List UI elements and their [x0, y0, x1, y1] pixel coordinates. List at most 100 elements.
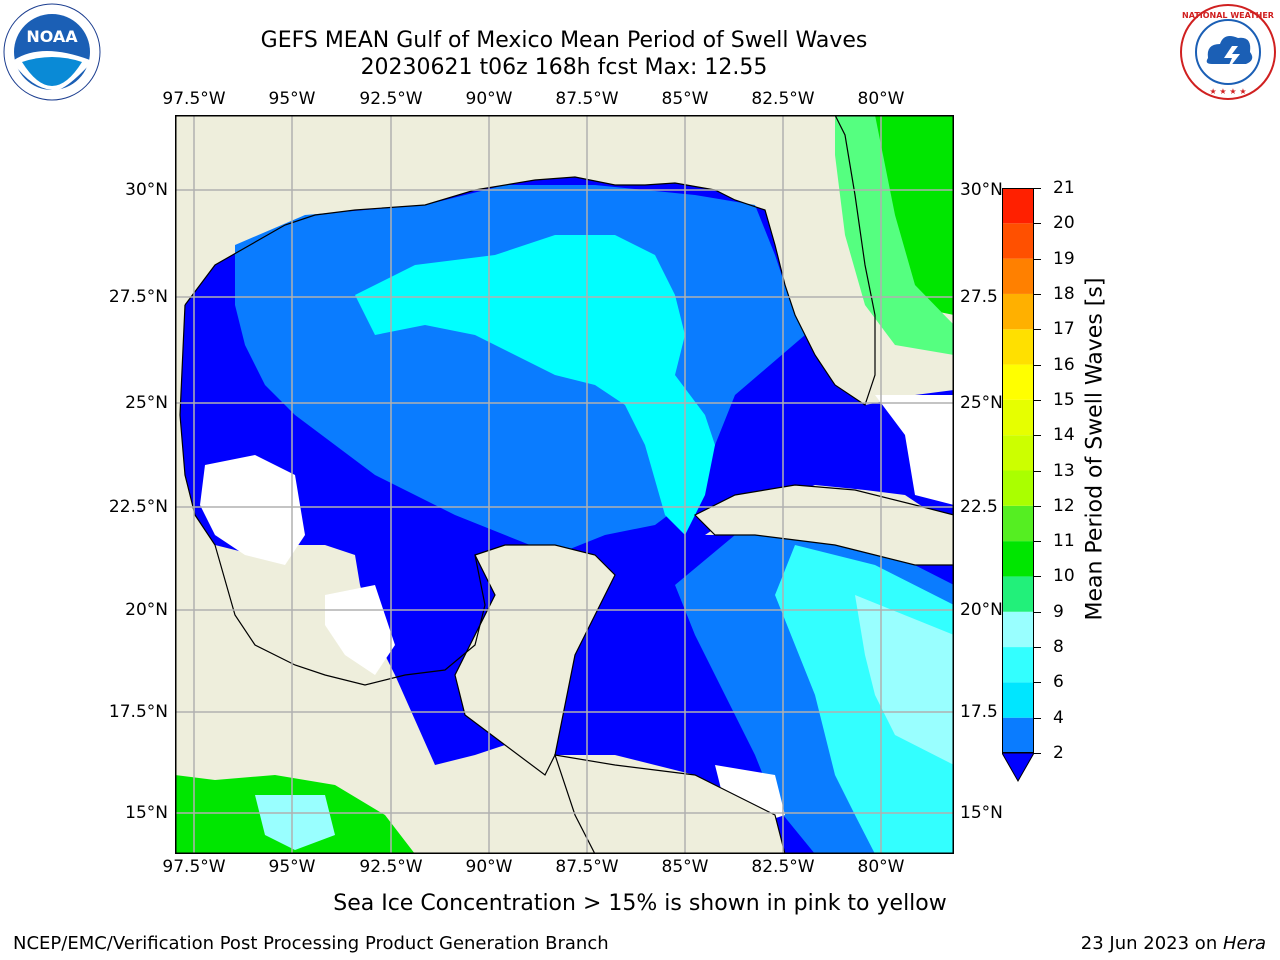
nodata-patch-2: [325, 585, 395, 675]
colorbar-swatch: [1002, 541, 1034, 577]
nodata-patch-1: [200, 455, 305, 565]
colorbar-label: 2: [1053, 743, 1064, 763]
lon-tick-top-3: 90°W: [465, 89, 513, 109]
period-6-8-carib: [855, 595, 954, 765]
colorbar-swatches: [1001, 188, 1035, 783]
colorbar-label: 9: [1053, 601, 1064, 622]
lat-tick-right-3: 22.5: [960, 497, 998, 517]
lon-tick-bottom-6: 82.5°W: [751, 857, 815, 877]
lon-tick-bottom-1: 95°W: [268, 857, 316, 877]
colorbar-label: 4: [1053, 707, 1064, 728]
colorbar-swatch: [1002, 435, 1034, 471]
colorbar-swatch: [1002, 399, 1034, 436]
nodata-patch-3: [875, 395, 954, 505]
swell-period-map: [175, 114, 955, 855]
colorbar-tick: [1034, 611, 1041, 613]
lat-tick-left-1: 27.5°N: [108, 287, 168, 307]
colorbar-swatch: [1002, 223, 1034, 259]
map-frame: [175, 114, 955, 855]
colorbar-label: 21: [1053, 178, 1075, 198]
lat-tick-left-3: 22.5°N: [108, 497, 168, 517]
colorbar: [1001, 188, 1035, 783]
colorbar-tick: [1034, 293, 1041, 295]
colorbar-label: 6: [1053, 672, 1064, 693]
lat-tick-right-4: 20°N: [960, 600, 1003, 620]
lat-tick-right-0: 30°N: [960, 180, 1003, 200]
sea-ice-caption: Sea Ice Concentration > 15% is shown in …: [333, 891, 947, 916]
colorbar-swatch: [1002, 470, 1034, 506]
lon-tick-top-6: 82.5°W: [751, 89, 815, 109]
colorbar-tick: [1034, 399, 1041, 401]
colorbar-swatch: [1002, 717, 1034, 753]
period-4-6-region: [355, 235, 715, 535]
lon-tick-top-2: 92.5°W: [359, 89, 423, 109]
chart-title: GEFS MEAN Gulf of Mexico Mean Period of …: [260, 28, 868, 53]
svg-text:★ ★ ★ ★: ★ ★ ★ ★: [1209, 87, 1246, 96]
map-border: [175, 115, 954, 854]
footer-date: 23 Jun 2023 on: [1080, 933, 1223, 954]
colorbar-tick: [1034, 541, 1041, 543]
colorbar-tick: [1034, 329, 1041, 331]
honduras-land: [554, 754, 786, 855]
colorbar-swatch: [1002, 682, 1034, 718]
colorbar-label: 14: [1053, 425, 1075, 446]
footer-branch: NCEP/EMC/Verification Post Processing Pr…: [13, 933, 609, 954]
colorbar-label: 13: [1053, 460, 1075, 481]
colorbar-tick: [1034, 682, 1041, 684]
colorbar-tick: [1034, 364, 1041, 366]
colorbar-label: 15: [1053, 389, 1075, 410]
colorbar-tick: [1034, 753, 1041, 754]
footer-host: Hera: [1222, 933, 1266, 954]
period-pacific-light: [255, 795, 335, 850]
lon-tick-bottom-7: 80°W: [857, 857, 905, 877]
lon-tick-bottom-3: 90°W: [465, 857, 513, 877]
colorbar-swatch: [1002, 611, 1034, 648]
lat-tick-left-4: 20°N: [125, 600, 168, 620]
cuba-land: [693, 484, 955, 566]
colorbar-label: 10: [1053, 566, 1075, 587]
lat-tick-right-5: 17.5: [960, 702, 998, 722]
colorbar-label: 17: [1053, 319, 1075, 340]
us-coastline: [184, 114, 876, 406]
lon-tick-bottom-0: 97.5°W: [162, 857, 226, 877]
lon-tick-bottom-4: 87.5°W: [555, 857, 619, 877]
lon-tick-top-0: 97.5°W: [162, 89, 226, 109]
colorbar-swatch: [1002, 188, 1034, 224]
noaa-logo: NOAA: [2, 2, 102, 102]
colorbar-label: 16: [1053, 354, 1075, 375]
svg-text:NATIONAL WEATHER: NATIONAL WEATHER: [1182, 11, 1274, 20]
chart-subtitle: 20230621 t06z 168h fcst Max: 12.55: [360, 55, 768, 80]
lon-tick-top-7: 80°W: [857, 89, 905, 109]
noaa-logo-text: NOAA: [26, 27, 78, 46]
lat-tick-left-2: 25°N: [125, 393, 168, 413]
lat-tick-left-6: 15°N: [125, 803, 168, 823]
footer-timestamp: 23 Jun 2023 on Hera: [1081, 933, 1266, 954]
colorbar-tick: [1034, 505, 1041, 507]
colorbar-label: 20: [1053, 213, 1075, 234]
lon-tick-top-5: 85°W: [661, 89, 709, 109]
colorbar-title: Mean Period of Swell Waves [s]: [1082, 277, 1108, 621]
mexico-coastline: [179, 304, 486, 686]
colorbar-swatch: [1002, 505, 1034, 542]
colorbar-swatch: [1002, 258, 1034, 294]
lat-tick-right-2: 25°N: [960, 393, 1003, 413]
lat-tick-left-5: 17.5°N: [108, 702, 168, 722]
colorbar-label: 8: [1053, 637, 1064, 658]
lon-tick-top-4: 87.5°W: [555, 89, 619, 109]
lon-tick-bottom-5: 85°W: [661, 857, 709, 877]
colorbar-swatch: [1002, 364, 1034, 400]
lat-tick-right-6: 15°N: [960, 803, 1003, 823]
colorbar-tick: [1034, 717, 1041, 719]
nws-logo: NATIONAL WEATHER ★ ★ ★ ★: [1178, 2, 1278, 102]
colorbar-swatch: [1002, 329, 1034, 365]
yucatan-land: [454, 544, 616, 776]
period-atlantic-light: [835, 115, 954, 355]
colorbar-tick: [1034, 188, 1041, 189]
colorbar-tick: [1034, 435, 1041, 437]
lat-tick-left-0: 30°N: [125, 180, 168, 200]
colorbar-label: 19: [1053, 248, 1075, 269]
colorbar-tick: [1034, 223, 1041, 225]
map-gridlines: [175, 115, 954, 854]
colorbar-tick: [1034, 258, 1041, 260]
colorbar-swatch: [1002, 576, 1034, 612]
